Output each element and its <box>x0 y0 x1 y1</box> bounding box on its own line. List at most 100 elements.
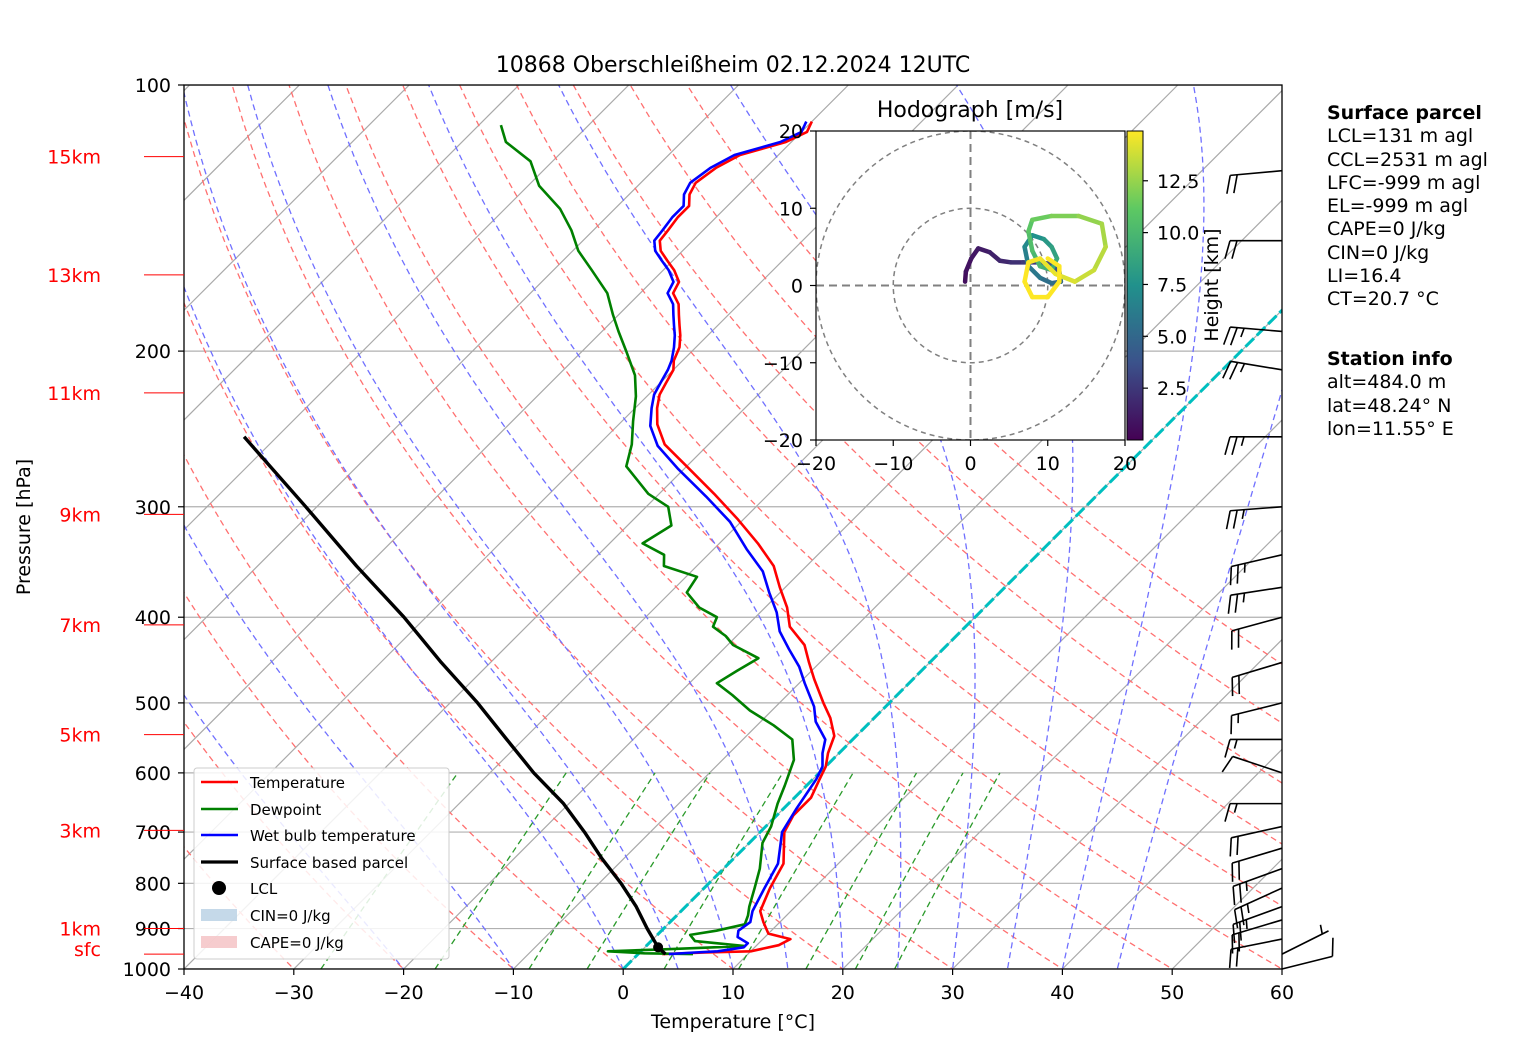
dry-adiabat <box>459 85 1282 907</box>
y-tick-label: 600 <box>135 763 171 785</box>
height-label: 1km <box>59 919 101 941</box>
colorbar-tick-label: 2.5 <box>1157 378 1187 400</box>
hodograph-segment <box>963 256 974 274</box>
x-tick-label: 20 <box>831 982 855 1004</box>
x-tick-label: −10 <box>493 982 533 1004</box>
height-label: 15km <box>47 147 101 169</box>
moist-adiabat <box>1061 85 1205 969</box>
hodograph-segment <box>1037 256 1058 277</box>
height-label: 5km <box>59 725 101 747</box>
x-tick-label: 0 <box>617 982 629 1004</box>
surface-parcel-lcl: LCL=131 m agl <box>1327 125 1474 148</box>
hodograph-y-tick-label: −20 <box>763 430 803 452</box>
moist-adiabat <box>955 85 1074 969</box>
wind-barb <box>1281 924 1329 955</box>
wind-barb <box>1232 905 1283 944</box>
hodograph-y-tick-label: 20 <box>779 121 803 143</box>
station-info-header: Station info <box>1327 348 1453 370</box>
legend-label-dewpoint: Dewpoint <box>250 801 321 819</box>
hodograph-segment <box>1099 221 1108 250</box>
legend-label-wetbulb: Wet bulb temperature <box>250 827 416 845</box>
mixing-ratio-line <box>434 772 567 969</box>
x-tick-label: −20 <box>384 982 424 1004</box>
y-tick-label: 100 <box>135 75 171 97</box>
x-tick-label: 40 <box>1050 982 1074 1004</box>
wind-barb <box>1231 847 1283 882</box>
mixing-ratio-line <box>528 772 656 969</box>
wind-barb <box>1224 738 1282 758</box>
hodograph-segment <box>1026 263 1043 281</box>
surface-parcel-header: Surface parcel <box>1327 102 1482 124</box>
legend-label-cape: CAPE=0 J/kg <box>250 934 344 952</box>
hodograph-segment <box>1045 256 1062 269</box>
station-info-lat: lat=48.24° N <box>1327 394 1452 417</box>
legend-swatch-lcl <box>212 881 226 895</box>
colorbar-tick-label: 7.5 <box>1157 274 1187 296</box>
wind-barb <box>1233 887 1283 929</box>
moist-adiabat <box>558 85 902 969</box>
isotherm <box>184 85 410 312</box>
x-tick-label: −40 <box>164 982 204 1004</box>
y-tick-label: 200 <box>135 341 171 363</box>
hodograph-ring-10 <box>892 207 1049 364</box>
hodograph-segment <box>1022 260 1031 284</box>
surface-parcel-cape: CAPE=0 J/kg <box>1327 218 1446 241</box>
hodograph-y-tick-label: 0 <box>791 276 803 298</box>
surface-parcel-info: Surface parcel LCL=131 m agl CCL=2531 m … <box>1327 102 1488 312</box>
wind-barb <box>1230 616 1283 650</box>
legend-label-cin: CIN=0 J/kg <box>250 907 331 925</box>
colorbar-tick-label: 5.0 <box>1157 326 1187 348</box>
wind-barb <box>1222 360 1283 380</box>
colorbar <box>1126 130 1144 441</box>
wind-barb <box>1221 755 1283 774</box>
wind-barb <box>1222 326 1283 346</box>
moist-adiabat <box>184 285 624 969</box>
wind-barb <box>1231 661 1283 697</box>
isotherm <box>184 85 520 421</box>
freezing-isotherm <box>622 308 1282 969</box>
surface-parcel-ct: CT=20.7 °C <box>1327 288 1439 311</box>
hodograph-x-tick-label: −10 <box>873 453 913 475</box>
moist-adiabat <box>729 85 976 969</box>
height-label: 13km <box>47 265 101 287</box>
dry-adiabat <box>629 85 1282 724</box>
legend-label-parcel: Surface based parcel <box>250 854 408 872</box>
wind-barb <box>1224 802 1282 822</box>
dry-adiabat <box>288 85 1064 969</box>
y-axis-label: Pressure [hPa] <box>13 459 35 595</box>
mixing-ratio-line <box>805 772 918 969</box>
y-tick-label: 500 <box>135 693 171 715</box>
wind-barb <box>1232 867 1283 906</box>
x-tick-label: 60 <box>1270 982 1294 1004</box>
hodograph: Hodograph [m/s] −20−20 −10 −10 0 0 10 10 20 20 2… <box>763 98 1223 475</box>
wind-barb <box>1228 938 1283 968</box>
colorbar-tick-label: 10.0 <box>1157 223 1199 245</box>
hodograph-segment <box>1091 244 1108 273</box>
legend-swatch-cape <box>201 936 237 948</box>
dry-adiabat <box>515 85 1282 845</box>
surface-parcel-li: LI=16.4 <box>1327 265 1402 288</box>
moist-adiabat <box>184 524 515 969</box>
wind-barb <box>1224 435 1282 455</box>
wind-barb <box>1230 702 1283 735</box>
y-tick-label: 400 <box>135 607 171 629</box>
legend-label-lcl: LCL <box>250 880 278 898</box>
moist-adiabat <box>1116 387 1282 969</box>
surface-parcel-el: EL=-999 m agl <box>1327 195 1469 218</box>
x-tick-label: 30 <box>941 982 965 1004</box>
height-label: 9km <box>59 504 101 526</box>
height-label: 7km <box>59 615 101 637</box>
hodograph-title: Hodograph [m/s] <box>877 98 1063 123</box>
y-tick-label: 900 <box>135 919 171 941</box>
legend-label-temperature: Temperature <box>249 774 345 792</box>
wind-barb <box>1229 554 1283 586</box>
isotherm <box>1061 748 1282 969</box>
mixing-ratio-line <box>854 772 964 969</box>
station-info-alt: alt=484.0 m <box>1327 371 1447 394</box>
moist-adiabat <box>428 85 844 969</box>
hodograph-segment <box>1076 213 1105 226</box>
x-axis-label: Temperature [°C] <box>650 1011 815 1033</box>
y-tick-label: 700 <box>135 822 171 844</box>
legend-swatch-cin <box>201 909 237 921</box>
hodograph-background <box>816 131 1125 440</box>
